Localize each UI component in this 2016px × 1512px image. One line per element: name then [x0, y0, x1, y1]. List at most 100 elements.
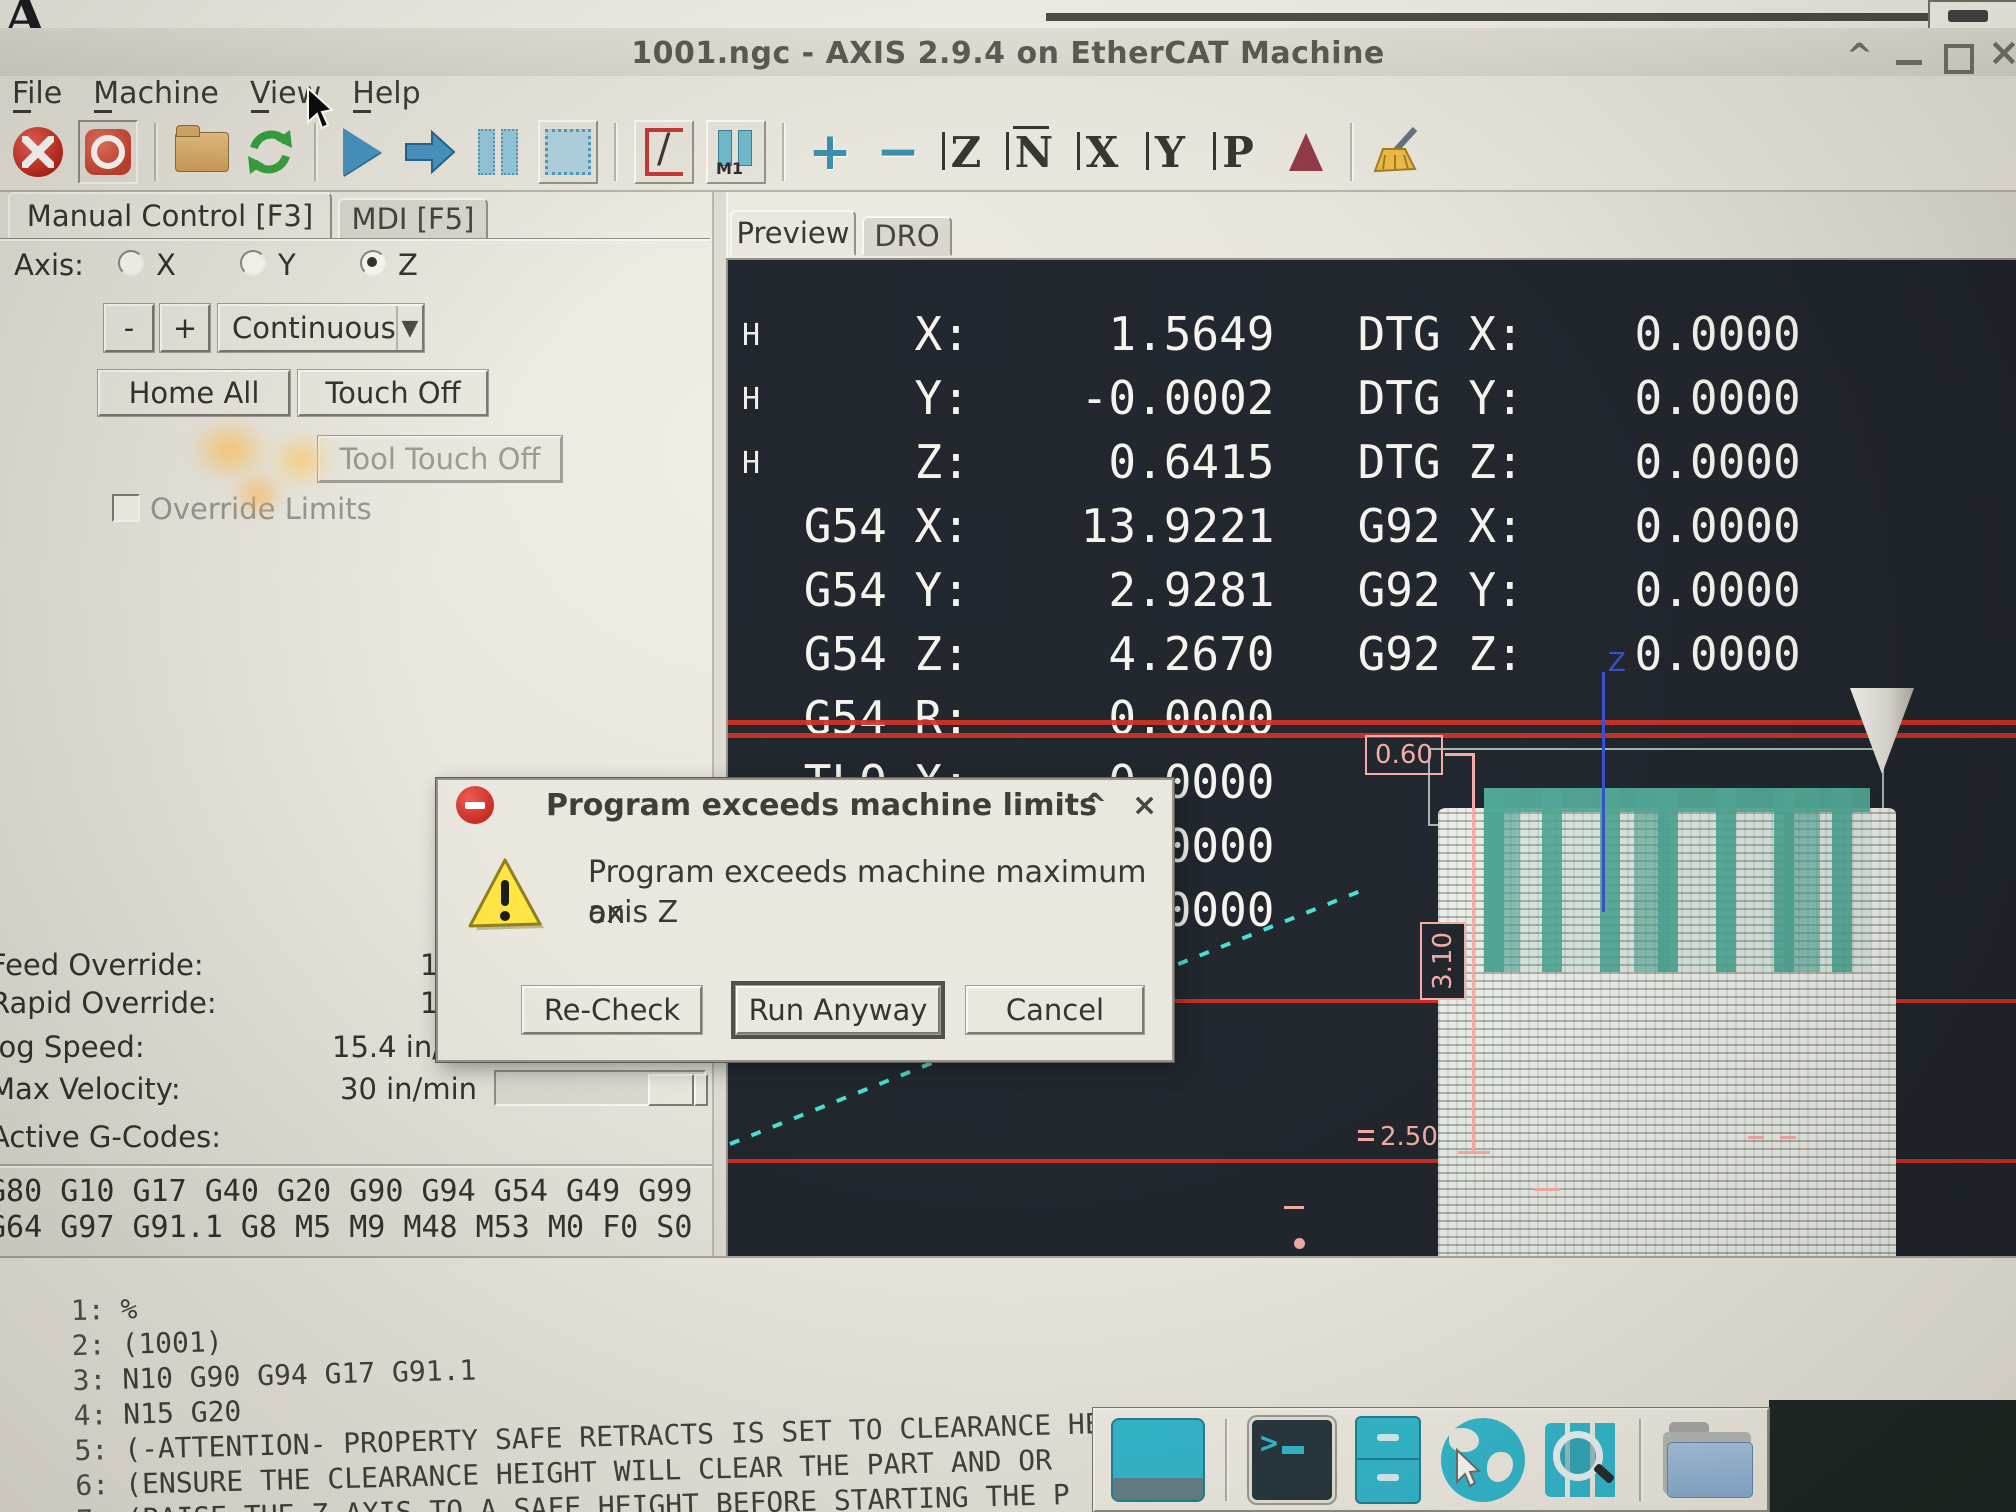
active-gcodes-line2: G64 G97 G91.1 G8 M5 M9 M48 M53 M0 F0 S0 [0, 1210, 693, 1245]
dialog-message-line1: Program exceeds machine maximum on [588, 855, 1147, 931]
max-velocity-label: Max Velocity: [0, 1072, 181, 1106]
jog-mode-dropdown[interactable]: Continuous ▼ [218, 304, 424, 352]
dro-line: X: 1.5649 DTG X: 0.0000 [776, 307, 1801, 361]
z-axis-line [1602, 672, 1605, 912]
window-shade-button[interactable]: ^ [1846, 36, 1873, 74]
zoom-out-button[interactable]: − [870, 122, 926, 182]
slider-handle[interactable] [648, 1074, 694, 1106]
view-p-button[interactable]: P [1210, 122, 1266, 182]
axis-radio-x-label[interactable]: X [156, 248, 176, 282]
jog-minus-button[interactable]: - [104, 304, 154, 352]
estop-button[interactable] [10, 122, 66, 182]
tab-preview[interactable]: Preview [730, 210, 856, 256]
touch-off-button[interactable]: Touch Off [298, 370, 488, 416]
view-y-button[interactable]: Y [1142, 122, 1198, 182]
taskbar-separator [1639, 1419, 1643, 1501]
window-close-button[interactable]: × [1988, 30, 2016, 74]
search-launcher[interactable] [1545, 1423, 1619, 1497]
homed-flag: H [742, 318, 761, 353]
gcode-line-number: 6: [75, 1468, 110, 1503]
run-icon [343, 128, 381, 176]
dimension-bottom: 2.50 [1358, 1122, 1438, 1152]
dimension-side: 3.10 [1420, 922, 1466, 1000]
axis-radio-y[interactable] [240, 250, 266, 276]
gcode-line-number: 1: [70, 1293, 105, 1328]
dialog-close-button[interactable]: × [1132, 788, 1158, 823]
dimension-top: 0.60 [1365, 735, 1443, 775]
show-desktop-button[interactable] [1111, 1418, 1205, 1502]
axis-radio-z[interactable] [360, 250, 386, 276]
cancel-button[interactable]: Cancel [966, 986, 1144, 1034]
axis-radio-y-label[interactable]: Y [278, 248, 296, 282]
tool-cone-icon [1850, 688, 1914, 774]
reload-file-button[interactable] [242, 122, 298, 182]
view-z-icon: Z [941, 127, 982, 177]
optional-pause-toggle[interactable]: M1 [706, 120, 766, 184]
axis-radio-z-label[interactable]: Z [398, 248, 418, 282]
estop-icon [13, 127, 63, 177]
file-manager-launcher[interactable] [1355, 1416, 1421, 1504]
menu-help[interactable]: Help [352, 76, 421, 113]
tab-dro[interactable]: DRO [862, 216, 952, 256]
limit-line [728, 999, 2016, 1003]
gcode-line-text: % [120, 1292, 138, 1326]
home-all-button[interactable]: Home All [98, 370, 290, 416]
soft-limit-line [728, 720, 2016, 725]
preview-canvas[interactable]: H X: 1.5649 DTG X: 0.0000 H Y: -0.0002 D… [726, 258, 2016, 1258]
run-program-button[interactable] [334, 122, 390, 182]
folder-front-icon [1667, 1442, 1753, 1498]
window-minimize-button[interactable] [1896, 60, 1922, 65]
zoom-out-icon: − [876, 122, 920, 182]
machine-power-button[interactable] [78, 120, 138, 184]
documents-launcher[interactable] [1663, 1422, 1755, 1498]
dro-line: Y: -0.0002 DTG Y: 0.0000 [776, 371, 1801, 425]
max-velocity-slider[interactable] [494, 1070, 708, 1106]
axis-label: Axis: [14, 248, 84, 282]
window-title: 1001.ngc - AXIS 2.9.4 on EtherCAT Machin… [631, 36, 1385, 71]
menu-view[interactable]: View [249, 76, 322, 113]
tool-touch-off-button[interactable]: Tool Touch Off [318, 436, 562, 482]
dimension-tick [1445, 753, 1475, 756]
terminal-launcher[interactable]: > [1249, 1417, 1335, 1503]
view-z2-icon: N [1005, 125, 1054, 177]
view-z2-button[interactable]: N [1005, 122, 1062, 182]
rotate-view-button[interactable] [1278, 122, 1334, 182]
override-limits-checkbox[interactable] [112, 494, 140, 522]
dro-row: H Z: 0.6415 DTG Z: 0.0000 [742, 430, 2012, 494]
gcode-line-number: 7: [4, 1503, 127, 1512]
run-anyway-button[interactable]: Run Anyway [736, 986, 940, 1034]
slider-end-cap [694, 1074, 708, 1106]
menu-machine[interactable]: Machine [93, 76, 219, 113]
menu-file[interactable]: File [12, 76, 63, 113]
recheck-button[interactable]: Re-Check [522, 986, 702, 1034]
title-bar[interactable]: 1001.ngc - AXIS 2.9.4 on EtherCAT Machin… [0, 28, 2016, 76]
step-program-button[interactable] [402, 122, 458, 182]
tab-mdi[interactable]: MDI [F5] [338, 198, 488, 240]
jog-speed-label: Jog Speed: [0, 1030, 145, 1064]
view-y-icon: Y [1146, 127, 1185, 177]
view-z-button[interactable]: Z [938, 122, 994, 182]
view-x-button[interactable]: X [1074, 122, 1130, 182]
dro-line: G54 Z: 4.2670 G92 Z: 0.0000 [776, 627, 1801, 681]
window-maximize-button[interactable] [1944, 44, 1974, 74]
dro-row: G54 X: 13.9221 G92 X: 0.0000 [742, 494, 2012, 558]
stop-program-button[interactable] [538, 120, 598, 184]
homed-flag: H [742, 382, 761, 417]
no-entry-icon [456, 786, 494, 824]
menu-bar: File Machine View Help [0, 76, 2016, 114]
chevron-down-icon: ▼ [395, 306, 422, 350]
tab-panel-edge [0, 238, 710, 241]
zoom-in-button[interactable]: + [802, 122, 858, 182]
open-file-button[interactable] [174, 122, 230, 182]
rotate-cone-icon [1289, 133, 1323, 171]
pause-program-button[interactable] [470, 122, 526, 182]
axis-radio-x[interactable] [118, 250, 144, 276]
jog-plus-button[interactable]: + [160, 304, 210, 352]
tab-manual-control[interactable]: Manual Control [F3] [8, 192, 332, 240]
dialog-shade-button[interactable]: ^ [1082, 788, 1108, 823]
magnifier-lens-icon [1553, 1431, 1603, 1481]
skip-lines-toggle[interactable]: / [634, 120, 694, 184]
web-browser-launcher[interactable] [1441, 1418, 1525, 1502]
clear-plot-button[interactable] [1370, 122, 1426, 182]
toolpath-top-passes [1484, 788, 1870, 972]
